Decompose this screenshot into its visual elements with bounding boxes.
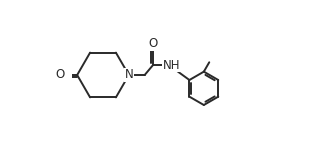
Text: O: O: [55, 69, 65, 81]
Text: O: O: [148, 37, 158, 50]
Text: N: N: [124, 69, 133, 81]
Text: NH: NH: [163, 58, 181, 72]
